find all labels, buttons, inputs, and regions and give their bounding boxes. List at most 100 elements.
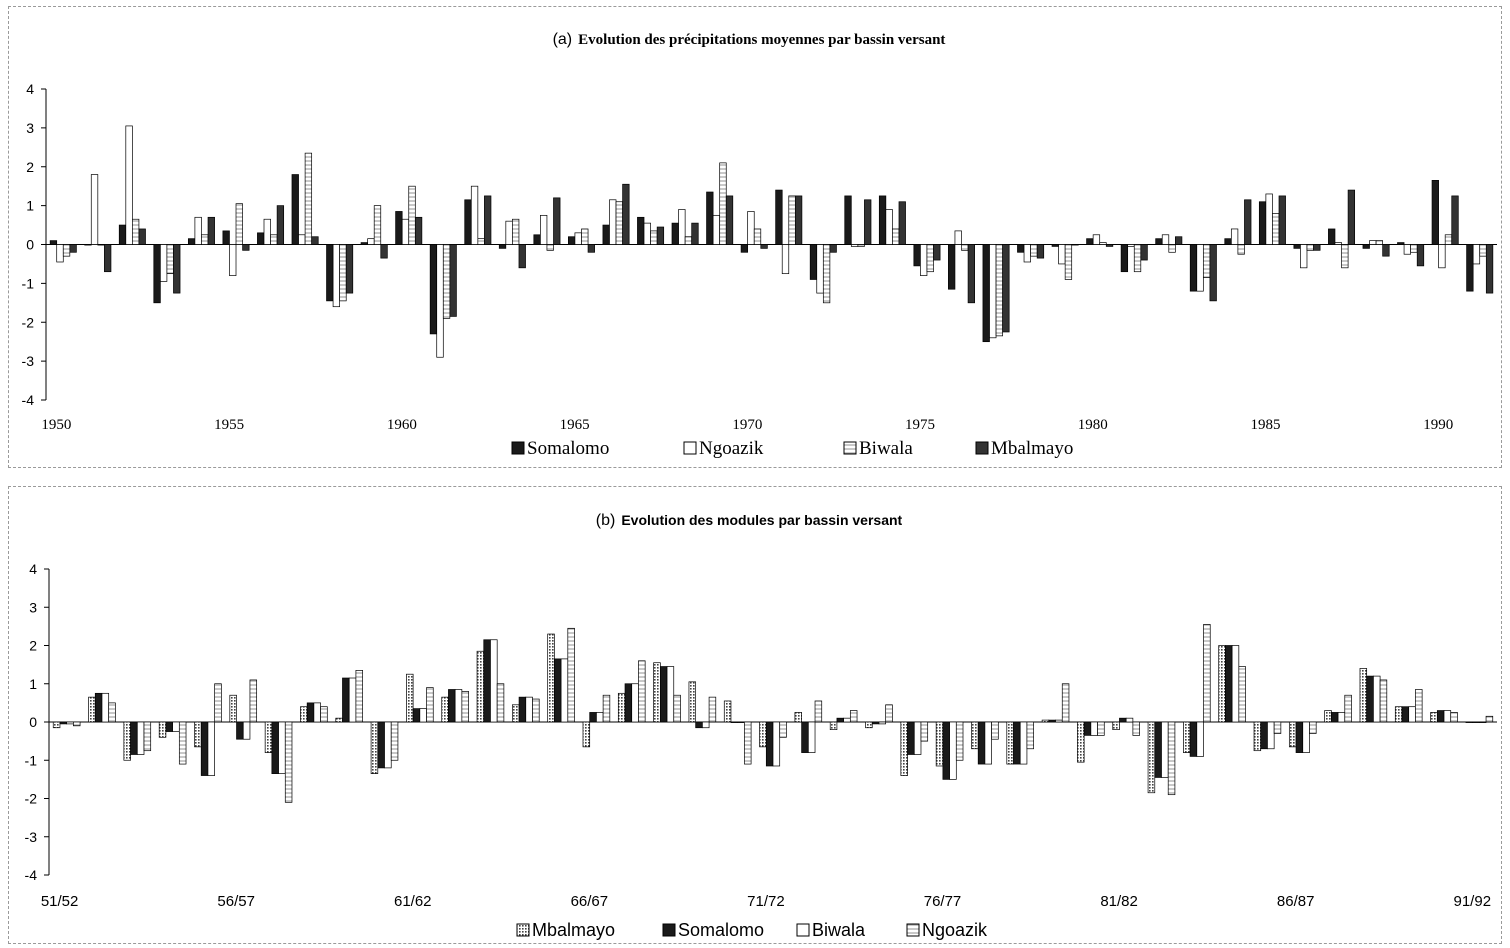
bar [1071, 244, 1079, 246]
x-tick-label: 61/62 [394, 893, 432, 910]
bar [406, 673, 414, 723]
bar [464, 199, 472, 245]
bar [617, 692, 626, 723]
bar [306, 702, 315, 723]
bar [1002, 244, 1010, 333]
bar [90, 174, 99, 245]
bar [194, 721, 202, 748]
bar [490, 639, 498, 723]
bar [1023, 244, 1031, 263]
bar [1090, 721, 1098, 736]
bar [650, 230, 658, 245]
bar [779, 721, 787, 738]
bar [582, 721, 591, 748]
precipitation-chart: (a) Evolution des précipitations moyennes… [22, 31, 1497, 459]
bar [907, 721, 915, 755]
bar [173, 244, 181, 294]
bar [264, 721, 273, 753]
bar [673, 694, 681, 723]
bar [426, 687, 434, 723]
bar [1041, 719, 1050, 723]
bar [136, 721, 145, 755]
bar [360, 242, 368, 245]
bar [547, 633, 555, 723]
bar [1382, 244, 1390, 257]
x-tick-label: 81/82 [1100, 893, 1138, 910]
bar [920, 721, 929, 742]
bar [311, 236, 319, 245]
bar [1036, 244, 1045, 259]
bar [1302, 721, 1310, 753]
bar [1112, 721, 1120, 731]
bar [1119, 717, 1127, 723]
bar [476, 650, 485, 723]
bar [484, 195, 492, 245]
legend-swatch [975, 441, 989, 455]
bar [706, 191, 714, 245]
bar [412, 708, 421, 723]
bar [518, 244, 526, 269]
bar [373, 205, 382, 245]
bar [461, 691, 469, 723]
bar [52, 721, 61, 729]
bar [1341, 244, 1349, 269]
bar [143, 721, 152, 752]
bar [1120, 244, 1129, 273]
bar [276, 205, 285, 245]
bar [829, 721, 838, 731]
bar [843, 717, 851, 723]
bar [414, 216, 423, 245]
bar [1132, 721, 1140, 736]
bar [454, 689, 463, 723]
bar [967, 244, 975, 304]
bar [1161, 234, 1170, 245]
bar [1064, 244, 1073, 280]
bar [1267, 721, 1275, 750]
bar [1465, 721, 1473, 723]
modules-chart: (b) Evolution des modules par bassin vers… [25, 512, 1497, 940]
bar [725, 195, 734, 245]
legend-label: Ngoazik [699, 438, 764, 459]
bar [94, 692, 103, 723]
x-tick-label: 1950 [41, 417, 71, 433]
bar [935, 721, 944, 767]
bar [69, 244, 77, 253]
bar [1260, 721, 1268, 750]
bar [1183, 721, 1191, 753]
y-tick-label: 0 [29, 714, 37, 730]
bar [1058, 244, 1066, 265]
bar [568, 236, 576, 245]
bar [1416, 244, 1425, 267]
bar [1019, 721, 1028, 765]
bar [298, 234, 306, 245]
bar [933, 244, 941, 261]
bar [822, 244, 831, 304]
bar [1147, 721, 1156, 794]
bar [1189, 244, 1198, 292]
bar [1466, 244, 1474, 292]
bar [1394, 706, 1403, 723]
bar [101, 692, 110, 723]
y-tick-label: 1 [26, 198, 34, 214]
bar [942, 721, 950, 780]
y-tick-label: 2 [26, 159, 34, 175]
bar [971, 721, 979, 750]
bar [913, 721, 922, 755]
bar [1450, 712, 1458, 723]
bar [1238, 666, 1246, 723]
bar [263, 218, 271, 245]
bar [737, 721, 745, 723]
bar [153, 244, 161, 304]
bar [1293, 244, 1301, 249]
bar [242, 721, 251, 740]
bar [214, 683, 222, 723]
bar [553, 197, 561, 245]
bar [844, 195, 852, 245]
bar [313, 702, 321, 723]
bar [1202, 244, 1211, 278]
bar [201, 234, 209, 245]
bar [242, 244, 250, 251]
bar [1237, 244, 1245, 255]
bar [49, 240, 58, 245]
bar [1026, 721, 1034, 750]
